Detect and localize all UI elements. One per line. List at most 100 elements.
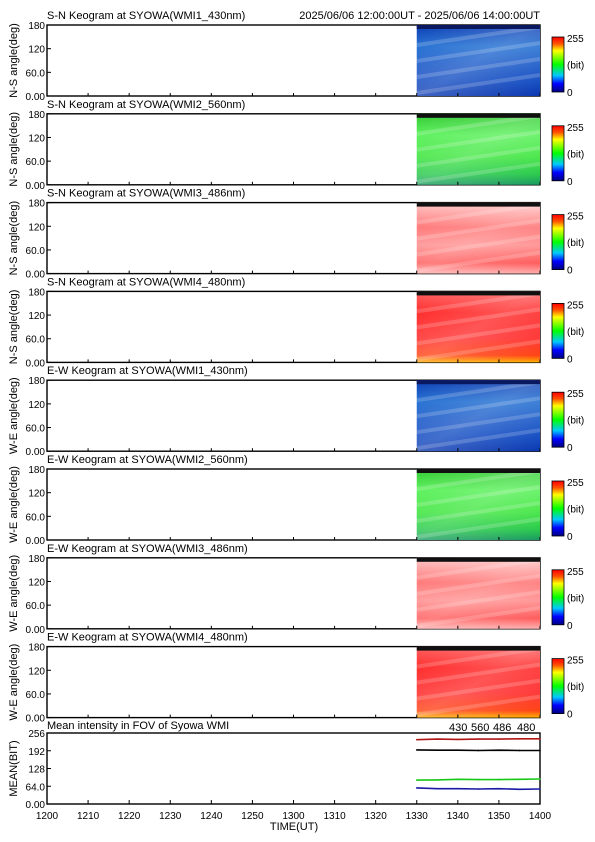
xtick-label: 1230 (159, 811, 182, 822)
mean-plot-frame (46, 732, 541, 805)
series-point-486 (518, 738, 521, 740)
header-time-range: 2025/06/06 12:00:00UT - 2025/06/06 14:00… (299, 10, 540, 22)
keogram-streak (416, 589, 541, 612)
keogram-top-band (416, 25, 540, 29)
series-point-560 (539, 778, 541, 780)
ytick-label: 180 (28, 21, 45, 32)
series-point-486 (457, 738, 459, 741)
colorbar (551, 36, 565, 93)
keogram-panel: E-W Keogram at SYOWA(WMI3_486nm)180 120 60… (8, 543, 584, 636)
colorbar (551, 125, 565, 182)
mean-ylabel: MEAN(BIT) (8, 740, 20, 796)
ytick-label: 120 (28, 489, 45, 500)
colorbar (551, 214, 565, 271)
ytick-label: 120 (28, 311, 45, 322)
colorbar-min: 0 (567, 177, 573, 188)
series-point-560 (436, 779, 439, 781)
colorbar (551, 302, 565, 359)
keogram-streak (416, 646, 541, 669)
keogram-texture (416, 380, 540, 452)
colorbar-max: 255 (567, 656, 584, 667)
xtick-label: 1320 (365, 811, 388, 822)
time-axis-label: TIME(UT) (270, 821, 318, 833)
xtick-label: 1250 (241, 811, 264, 822)
keogram-top-band (416, 380, 540, 385)
keogram-panel: S-N Keogram at SYOWA(WMI3_486nm)180 120 60… (8, 188, 584, 281)
mean-intensity-panel: Mean intensity in FOV of Syowa WMI 430 56… (8, 720, 552, 833)
keogram-texture (416, 113, 540, 185)
panel-ylabel: N-S angle(deg) (8, 23, 20, 98)
mean-ytick-label: 256 (28, 729, 45, 740)
mean-ytick-label: 192 (28, 747, 45, 758)
keogram-streak (416, 291, 541, 314)
ytick-label: 0.00 (26, 181, 46, 192)
ytick-label: 0.00 (26, 358, 46, 369)
keogram-streak (416, 57, 541, 79)
ytick-label: 180 (28, 376, 45, 387)
colorbar-max: 255 (567, 212, 584, 223)
keogram-panels: S-N Keogram at SYOWA(WMI1_430nm)18012060… (8, 10, 584, 725)
ytick-label: 120 (28, 45, 45, 56)
keogram-streak (416, 307, 541, 330)
series-point-430 (457, 787, 459, 790)
colorbar-unit: (bit) (567, 61, 584, 72)
panel-title: E-W Keogram at SYOWA(WMI3_486nm) (47, 543, 248, 555)
keogram-texture (416, 25, 540, 96)
keogram-streak (416, 428, 541, 451)
keogram-streak (416, 202, 541, 225)
series-point-430 (436, 787, 439, 790)
mean-ytick-label: 64.0 (26, 782, 46, 793)
keogram-panel: E-W Keogram at SYOWA(WMI2_560nm)180 120 60… (8, 454, 584, 547)
keogram-texture (416, 202, 540, 274)
legend-entry-560: 560 (471, 722, 489, 734)
keogram-top-band (416, 291, 540, 296)
ytick-label: 60.0 (26, 512, 46, 523)
colorbar-unit: (bit) (567, 682, 584, 693)
keogram-texture (416, 291, 540, 363)
keogram-texture (416, 557, 540, 629)
colorbar-min: 0 (567, 710, 573, 721)
keogram-panel: E-W Keogram at SYOWA(WMI4_480nm)180 120 60… (8, 632, 584, 725)
keogram-streak (416, 113, 541, 136)
ytick-label: 0.00 (26, 714, 46, 725)
keogram-streak (416, 25, 541, 47)
ytick-label: 0.00 (26, 270, 46, 281)
series-point-480 (415, 749, 418, 751)
mean-ylabel-group: MEAN(BIT) (8, 740, 20, 796)
colorbar-max: 255 (567, 567, 584, 578)
xtick-label: 1200 (36, 811, 59, 822)
keogram-streak (416, 145, 541, 168)
colorbar-min: 0 (567, 532, 573, 543)
ytick-label: 0.00 (26, 447, 46, 458)
keogram-streak (416, 323, 541, 346)
colorbar-max: 255 (567, 478, 584, 489)
mean-ytick-label: 128 (28, 765, 45, 776)
panel-title: S-N Keogram at SYOWA(WMI3_486nm) (47, 188, 245, 200)
colorbar-unit: (bit) (567, 327, 584, 338)
panel-ylabel: W-E angle(deg) (8, 555, 20, 632)
mean-plot-area: 256 192 128 64.0 0.00 (26, 729, 541, 811)
colorbar (551, 480, 565, 537)
ytick-label: 60.0 (26, 335, 46, 346)
series-point-560 (415, 779, 418, 781)
ytick-label: 180 (28, 110, 45, 121)
ytick-label: 180 (28, 465, 45, 476)
keogram-streak (416, 218, 541, 241)
keogram-streak (416, 396, 541, 419)
colorbar-unit: (bit) (567, 238, 584, 249)
xtick-label: 1220 (118, 811, 141, 822)
legend-entry-480: 480 (517, 722, 535, 734)
colorbar-unit: (bit) (567, 505, 584, 516)
keogram-streak (416, 573, 541, 596)
series-point-480 (436, 749, 439, 751)
xtick-label: 1330 (406, 811, 429, 822)
colorbar-max: 255 (567, 300, 584, 311)
legend-entry-486: 486 (493, 722, 511, 734)
keogram-streak (416, 485, 541, 507)
colorbar (551, 391, 565, 448)
series-point-560 (518, 778, 521, 781)
series-point-486 (436, 738, 439, 740)
series-point-560 (498, 778, 500, 781)
time-axis: 1200 1210 1220 1230 1240 1250 1300 1310 1320 1330… (36, 800, 552, 822)
keogram-top-band (416, 202, 540, 207)
